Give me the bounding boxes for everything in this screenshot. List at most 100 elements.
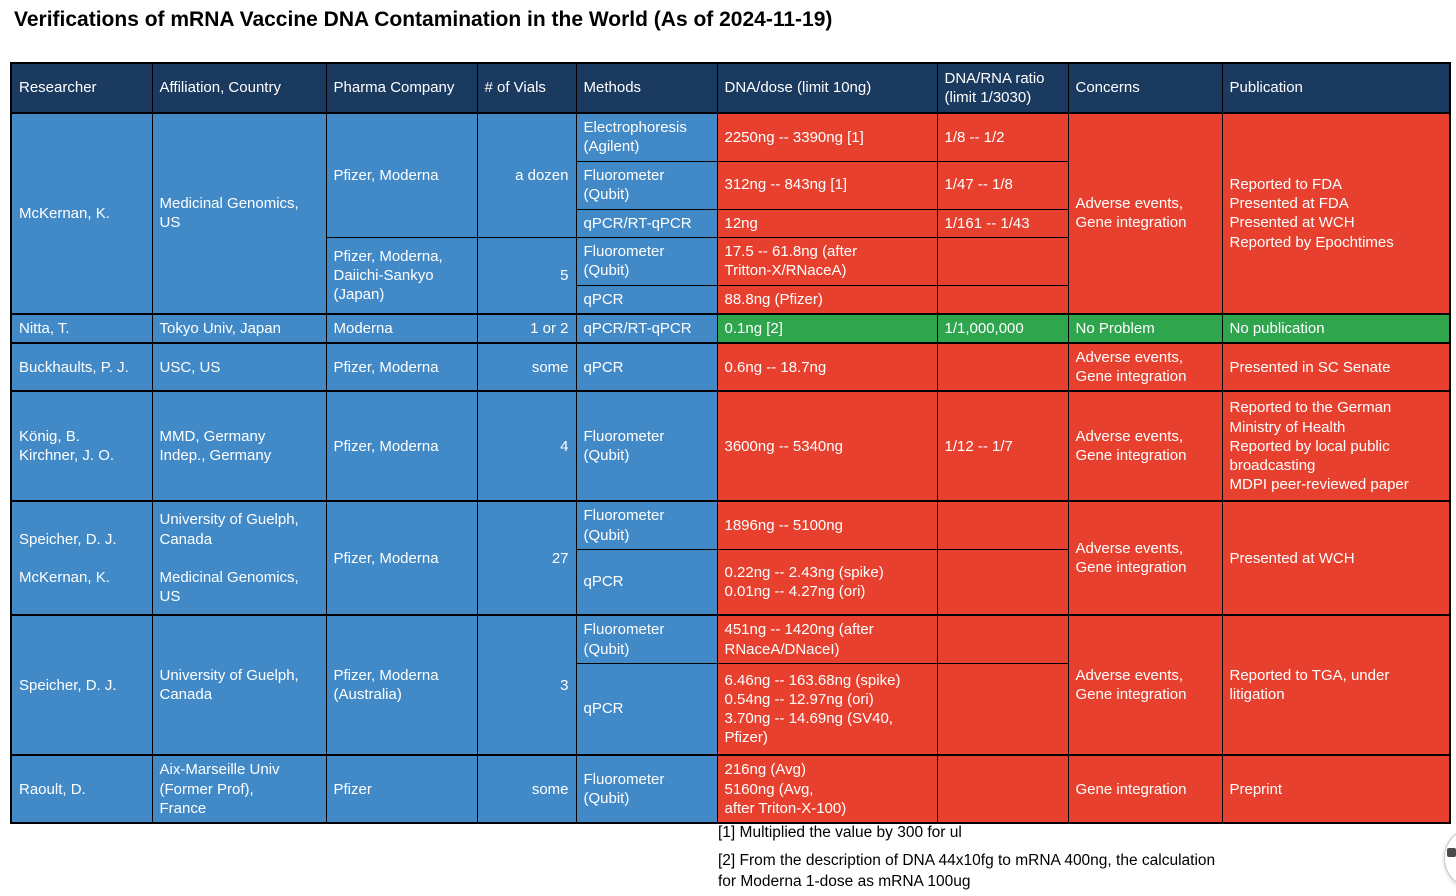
row-speicher-mckernan-sub: qPCR 0.22ng -- 2.43ng (spike) 0.01ng -- … <box>11 548 1450 616</box>
cell-vials: 4 <box>476 390 577 502</box>
row-mckernan-sub: Pfizer, Moderna, Daiichi-Sankyo (Japan) … <box>11 236 1450 315</box>
cell-vials: a dozen <box>476 111 577 238</box>
cell-pharma: Pfizer, Moderna <box>325 111 478 238</box>
cell-method: Fluorometer (Qubit) <box>575 500 718 550</box>
cell-publication: Reported to TGA, under litigation <box>1221 614 1451 756</box>
row-konig: König, B. Kirchner, J. O. MMD, Germany I… <box>10 390 1451 502</box>
cell-method: Fluorometer (Qubit) <box>575 390 718 502</box>
cell-dna-rna-ratio <box>936 614 1069 664</box>
cell-dna-rna-ratio: 1/8 -- 1/2 <box>936 112 1069 162</box>
cell-vials: 5 <box>476 236 577 315</box>
cell-method: Fluorometer (Qubit) <box>575 236 718 286</box>
footnotes: [1] Multiplied the value by 300 for ul [… <box>718 823 1230 896</box>
cell-researcher: Speicher, D. J. McKernan, K. <box>10 500 153 616</box>
cell-method: qPCR/RT-qPCR <box>575 208 718 238</box>
row-speicher-australia-sub: qPCR 6.46ng -- 163.68ng (spike) 0.54ng -… <box>11 662 1450 756</box>
cell-publication: No publication <box>1221 312 1451 344</box>
cell-dna-rna-ratio: 1/1,000,000 <box>936 312 1069 344</box>
column-header-methods: Methods <box>575 62 718 114</box>
cell-affiliation: USC, US <box>151 342 327 392</box>
cell-researcher: Raoult, D. <box>10 754 153 824</box>
column-header-vials: # of Vials <box>476 62 577 114</box>
cell-researcher: Speicher, D. J. <box>10 614 153 756</box>
cell-dna-rna-ratio <box>936 754 1069 824</box>
cell-dna-dose: 0.22ng -- 2.43ng (spike) 0.01ng -- 4.27n… <box>716 548 938 616</box>
arrow-icon <box>1447 848 1456 857</box>
cell-publication: Presented in SC Senate <box>1221 342 1451 392</box>
cell-pharma: Pfizer, Moderna <box>325 342 478 392</box>
cell-dna-rna-ratio <box>936 662 1069 756</box>
cell-dna-rna-ratio: 1/47 -- 1/8 <box>936 160 1069 210</box>
cell-affiliation: MMD, Germany Indep., Germany <box>151 390 327 502</box>
cell-dna-dose: 88.8ng (Pfizer) <box>716 284 938 315</box>
cell-dna-rna-ratio <box>936 342 1069 392</box>
cell-dna-rna-ratio <box>936 500 1069 550</box>
cell-method: qPCR/RT-qPCR <box>575 312 718 344</box>
cell-concerns: Adverse events, Gene integration <box>1067 390 1223 502</box>
cell-researcher: König, B. Kirchner, J. O. <box>10 390 153 502</box>
page-title: Verifications of mRNA Vaccine DNA Contam… <box>14 8 833 31</box>
cell-vials: 3 <box>476 614 577 756</box>
cell-affiliation: University of Guelph, Canada Medicinal G… <box>151 500 327 616</box>
cell-vials: 27 <box>476 500 577 616</box>
cell-researcher: Buckhaults, P. J. <box>10 342 153 392</box>
row-buckhaults: Buckhaults, P. J. USC, US Pfizer, Modern… <box>10 342 1451 392</box>
cell-pharma: Pfizer <box>325 754 478 824</box>
cell-dna-dose: 0.1ng [2] <box>716 312 938 344</box>
column-header-dna-dose: DNA/dose (limit 10ng) <box>716 62 938 114</box>
cell-concerns: Adverse events, Gene integration <box>1067 342 1223 392</box>
cell-researcher: McKernan, K. <box>10 112 153 315</box>
cell-pharma: Pfizer, Moderna <box>325 500 478 616</box>
column-header-pharma: Pharma Company <box>325 62 478 114</box>
cell-concerns: Gene integration <box>1067 754 1223 824</box>
cell-concerns: Adverse events, Gene integration <box>1067 614 1223 756</box>
cell-vials: some <box>476 342 577 392</box>
cell-dna-dose: 216ng (Avg) 5160ng (Avg, after Triton-X-… <box>716 754 938 824</box>
cell-vials: some <box>476 754 577 824</box>
cell-concerns: Adverse events, Gene integration <box>1067 112 1223 315</box>
cell-dna-dose: 0.6ng -- 18.7ng <box>716 342 938 392</box>
cell-affiliation: Tokyo Univ, Japan <box>151 312 327 344</box>
cell-dna-dose: 451ng -- 1420ng (after RNaceA/DNaceI) <box>716 614 938 664</box>
cell-pharma: Pfizer, Moderna (Australia) <box>325 614 478 756</box>
cell-dna-dose: 312ng -- 843ng [1] <box>716 160 938 210</box>
row-speicher-australia: Speicher, D. J. University of Guelph, Ca… <box>10 614 1451 756</box>
cell-dna-rna-ratio <box>936 284 1069 315</box>
cell-dna-rna-ratio: 1/12 -- 1/7 <box>936 390 1069 502</box>
cell-dna-rna-ratio: 1/161 -- 1/43 <box>936 208 1069 238</box>
column-header-affiliation: Affiliation, Country <box>151 62 327 114</box>
cell-method: qPCR <box>575 548 718 616</box>
cell-method: qPCR <box>575 284 718 315</box>
cell-pharma: Pfizer, Moderna, Daiichi-Sankyo (Japan) <box>325 236 478 315</box>
cell-pharma: Pfizer, Moderna <box>325 390 478 502</box>
row-mckernan-sub: qPCR/RT-qPCR 12ng 1/161 -- 1/43 <box>11 208 1450 238</box>
cell-affiliation: Medicinal Genomics, US <box>151 112 327 315</box>
cell-dna-dose: 12ng <box>716 208 938 238</box>
cell-method: Fluorometer (Qubit) <box>575 754 718 824</box>
cell-dna-rna-ratio <box>936 236 1069 286</box>
row-mckernan: McKernan, K. Medicinal Genomics, US Pfiz… <box>10 111 1451 315</box>
column-header-researcher: Researcher <box>10 62 153 114</box>
cell-publication: Reported to the German Ministry of Healt… <box>1221 390 1451 502</box>
cell-researcher: Nitta, T. <box>10 312 153 344</box>
row-raoult: Raoult, D. Aix-Marseille Univ (Former Pr… <box>10 754 1451 824</box>
next-page-button[interactable] <box>1444 827 1456 889</box>
cell-concerns: No Problem <box>1067 312 1223 344</box>
cell-dna-dose: 17.5 -- 61.8ng (after Tritton-X/RNaceA) <box>716 236 938 286</box>
column-header-dna-rna-ratio: DNA/RNA ratio (limit 1/3030) <box>936 62 1069 114</box>
cell-affiliation: University of Guelph, Canada <box>151 614 327 756</box>
cell-dna-dose: 3600ng -- 5340ng <box>716 390 938 502</box>
cell-pharma: Moderna <box>325 312 478 344</box>
cell-affiliation: Aix-Marseille Univ (Former Prof), France <box>151 754 327 824</box>
cell-dna-dose: 6.46ng -- 163.68ng (spike) 0.54ng -- 12.… <box>716 662 938 756</box>
cell-method: Fluorometer (Qubit) <box>575 614 718 664</box>
cell-dna-dose: 1896ng -- 5100ng <box>716 500 938 550</box>
cell-dna-rna-ratio <box>936 548 1069 616</box>
row-mckernan-sub: Fluorometer (Qubit) 312ng -- 843ng [1] 1… <box>11 160 1450 210</box>
column-header-concerns: Concerns <box>1067 62 1223 114</box>
footnote-2: [2] From the description of DNA 44x10fg … <box>718 851 1216 890</box>
cell-dna-dose: 2250ng -- 3390ng [1] <box>716 112 938 162</box>
cell-publication: Presented at WCH <box>1221 500 1451 616</box>
contamination-table: Researcher Affiliation, Country Pharma C… <box>10 62 1451 824</box>
